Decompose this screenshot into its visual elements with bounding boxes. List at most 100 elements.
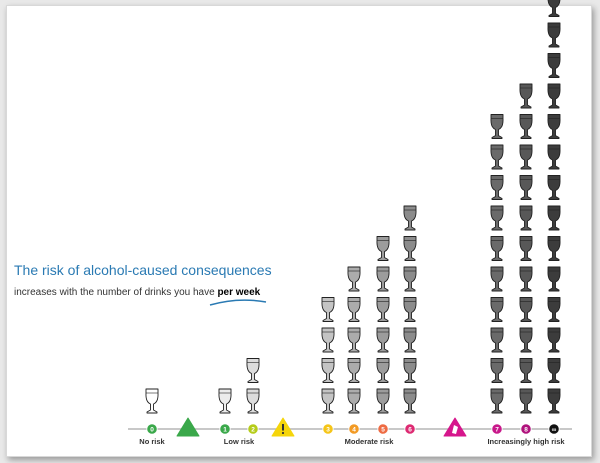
- tick-marker-4: 4: [348, 423, 360, 435]
- bar-column-5: [376, 236, 390, 414]
- glass-icon-col7-8: [490, 144, 504, 170]
- glass-icon-col9-3: [547, 297, 561, 322]
- glass-icon-col9-7: [547, 175, 561, 200]
- tick-marker-1: 1: [219, 423, 231, 435]
- tick-label: 1: [223, 426, 227, 433]
- subtitle-text: increases with the number of drinks you …: [14, 287, 218, 298]
- glass-icon-col2-1: [246, 358, 260, 383]
- glass-icon-col9-10: [547, 83, 561, 109]
- glass-icon-col9-9: [547, 114, 561, 139]
- glass-icon-col9-11: [547, 53, 561, 78]
- glass-icon-col9-6: [547, 205, 561, 231]
- glass-icon-col7-0: [490, 388, 504, 414]
- glass-icon-col8-9: [519, 114, 533, 139]
- glass-icon-col6-0: [403, 388, 417, 414]
- bar-column-7: [490, 114, 504, 414]
- bar-column-1: [218, 388, 232, 414]
- glass-icon-col8-1: [519, 358, 533, 383]
- glass-icon-col8-0: [519, 388, 533, 414]
- glass-icon-col7-4: [490, 266, 504, 292]
- bar-column-8: [519, 83, 533, 414]
- separators-layer: [176, 417, 467, 437]
- glass-icon-col5-1: [376, 358, 390, 383]
- glass-icon-col5-4: [376, 266, 390, 292]
- tick-marker-8: 8: [520, 423, 532, 435]
- bar-column-6: [403, 205, 417, 414]
- tick-marker-2: 2: [247, 423, 259, 435]
- groups-layer: No risk Low risk Moderate risk Increasingly…: [139, 437, 565, 446]
- separator-warning-icon: [271, 417, 295, 437]
- glass-icon-col8-10: [519, 83, 533, 109]
- glass-icon-col6-5: [403, 236, 417, 261]
- glass-icon-col0-0: [145, 388, 159, 414]
- glass-icon-col7-3: [490, 297, 504, 322]
- tick-label: ∞: [552, 426, 557, 433]
- glass-icon-col1-0: [218, 388, 232, 414]
- glass-icon-col3-3: [321, 297, 335, 322]
- underline-swoosh-icon: [209, 299, 267, 306]
- ticks-layer: 0 1 2 3 4 5 6 7 8 ∞: [146, 423, 560, 435]
- tick-marker-3: 3: [322, 423, 334, 435]
- tick-label: 0: [150, 426, 154, 433]
- glass-icon-col3-0: [321, 388, 335, 414]
- tick-label: 7: [495, 426, 499, 433]
- glass-icon-col9-2: [547, 327, 561, 353]
- group-label-1: Low risk: [224, 437, 255, 446]
- chart-subtitle: increases with the number of drinks you …: [14, 287, 260, 298]
- glass-icon-col6-4: [403, 266, 417, 292]
- glass-icon-col4-2: [347, 327, 361, 353]
- tick-label: 4: [352, 426, 356, 433]
- tick-marker-7: 7: [491, 423, 503, 435]
- glass-icon-col9-12: [547, 22, 561, 48]
- glass-icon-col9-8: [547, 144, 561, 170]
- glass-icon-col5-5: [376, 236, 390, 261]
- group-label-3: Increasingly high risk: [487, 437, 565, 446]
- tick-label: 6: [408, 426, 412, 433]
- tick-marker-0: 0: [146, 423, 158, 435]
- group-label-2: Moderate risk: [345, 437, 395, 446]
- tick-label: 5: [381, 426, 385, 433]
- tick-marker-5: 5: [377, 423, 389, 435]
- glass-icon-col8-6: [519, 205, 533, 231]
- bar-column-0: [145, 388, 159, 414]
- glass-icon-col8-8: [519, 144, 533, 170]
- glasses-layer: [145, 0, 561, 414]
- glass-icon-col5-3: [376, 297, 390, 322]
- glass-icon-col7-1: [490, 358, 504, 383]
- glass-icon-col2-0: [246, 388, 260, 414]
- tick-marker-6: 6: [404, 423, 416, 435]
- glass-icon-col8-3: [519, 297, 533, 322]
- glass-icon-col4-0: [347, 388, 361, 414]
- tick-label: 2: [251, 426, 255, 433]
- glass-icon-col5-2: [376, 327, 390, 353]
- glass-icon-col9-4: [547, 266, 561, 292]
- glass-icon-col7-9: [490, 114, 504, 139]
- bar-column-3: [321, 297, 335, 414]
- glass-icon-col7-7: [490, 175, 504, 200]
- glass-icon-col6-6: [403, 205, 417, 231]
- glass-icon-col6-3: [403, 297, 417, 322]
- tick-label: 3: [326, 426, 330, 433]
- glass-icon-col8-5: [519, 236, 533, 261]
- glass-icon-col4-1: [347, 358, 361, 383]
- chart-title: The risk of alcohol-caused consequences: [14, 262, 272, 278]
- bar-column-9: [547, 0, 561, 414]
- tick-marker-9: ∞: [548, 423, 560, 435]
- glass-icon-col9-0: [547, 388, 561, 414]
- glass-icon-col7-6: [490, 205, 504, 231]
- glass-icon-col6-1: [403, 358, 417, 383]
- glass-icon-col3-2: [321, 327, 335, 353]
- bar-column-2: [246, 358, 260, 414]
- glass-icon-col6-2: [403, 327, 417, 353]
- glass-icon-col3-1: [321, 358, 335, 383]
- glass-icon-col7-2: [490, 327, 504, 353]
- glass-icon-col9-1: [547, 358, 561, 383]
- separator-triangle-icon: [176, 417, 200, 437]
- glass-icon-col8-2: [519, 327, 533, 353]
- glass-icon-col8-4: [519, 266, 533, 292]
- group-label-0: No risk: [139, 437, 165, 446]
- glass-icon-col9-5: [547, 236, 561, 261]
- subtitle-emphasis: per week: [217, 287, 261, 298]
- glass-icon-col9-13: [547, 0, 561, 17]
